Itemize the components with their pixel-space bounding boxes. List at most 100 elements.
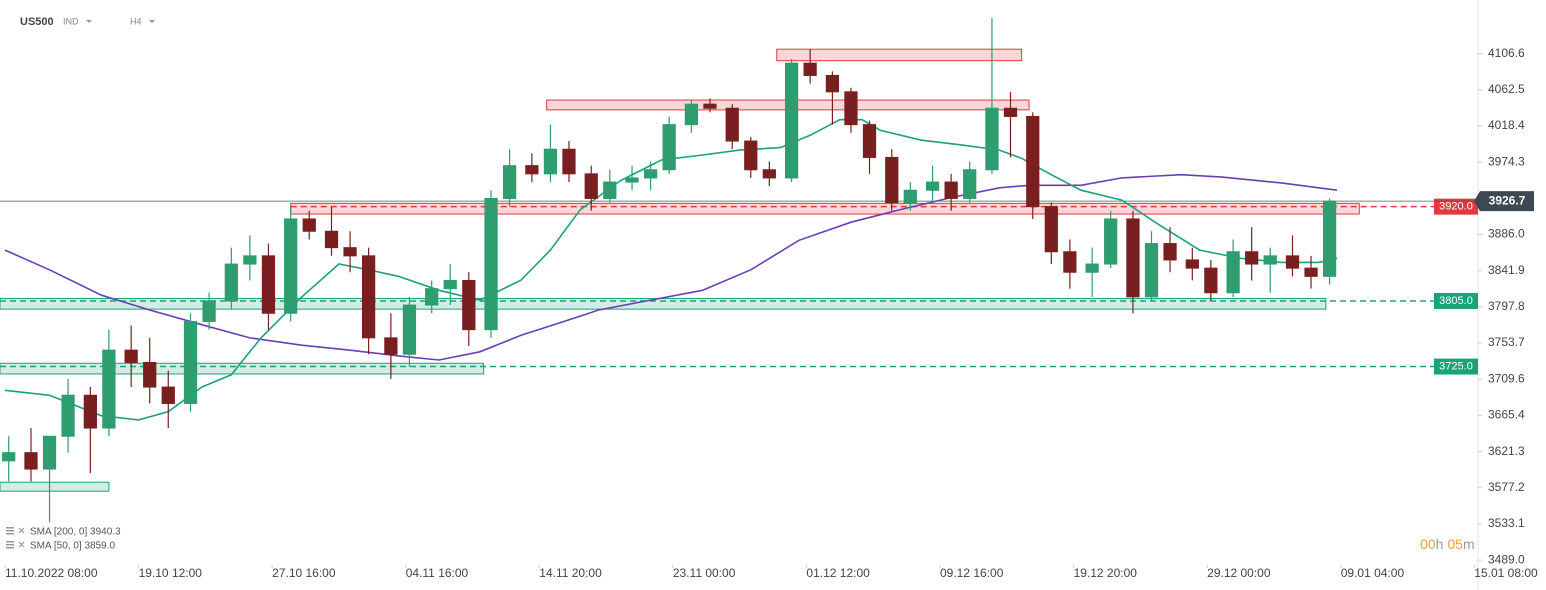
candle-body — [744, 140, 758, 171]
y-tick-label: 4106.6 — [1488, 46, 1525, 60]
candle-body — [825, 74, 840, 93]
candle-body — [684, 103, 699, 126]
candle-body — [343, 247, 357, 257]
x-tick-label: 11.10.2022 08:00 — [5, 566, 98, 580]
timer-minutes: 05 — [1447, 536, 1463, 552]
candle-body — [562, 148, 576, 175]
y-tick-label: 3709.6 — [1488, 371, 1525, 385]
candle-body — [102, 349, 116, 429]
candle-body — [1185, 259, 1199, 269]
candle-body — [1245, 251, 1259, 265]
candle-body — [183, 320, 198, 404]
candle-body — [603, 181, 617, 199]
candle-body — [462, 279, 476, 331]
legend-entry: SMA [200, 0] 3940.3 — [30, 527, 121, 538]
candle-body — [703, 103, 717, 109]
market: IND — [63, 16, 79, 26]
timeframe[interactable]: H4 — [130, 16, 142, 26]
candle-body — [784, 62, 799, 179]
level-label: 3920.0 — [1439, 201, 1473, 213]
candle-body — [202, 300, 216, 322]
candle-body — [525, 165, 539, 175]
x-tick-label: 23.11 00:00 — [673, 566, 736, 580]
last-price-arrow — [1474, 191, 1480, 212]
zone — [0, 297, 1327, 310]
x-tick-label: 29.12 00:00 — [1207, 566, 1271, 580]
candle-body — [662, 124, 676, 171]
last-price-box — [1480, 191, 1534, 212]
dropdown-icon[interactable] — [149, 20, 155, 23]
candle-body — [903, 189, 917, 204]
candle-body — [384, 337, 398, 355]
candle-body — [944, 181, 958, 199]
candle-body — [1126, 218, 1140, 298]
candle-body — [543, 148, 558, 175]
candle-body — [243, 255, 257, 265]
candle-body — [124, 349, 138, 363]
candle-body — [625, 177, 639, 183]
dropdown-icon[interactable] — [86, 20, 92, 23]
y-tick-label: 4018.4 — [1488, 118, 1525, 132]
x-tick-label: 14.11 20:00 — [539, 566, 602, 580]
y-tick-label: 4062.5 — [1488, 82, 1525, 96]
y-tick-label: 3753.7 — [1488, 335, 1525, 349]
candle-body — [844, 91, 858, 126]
candle-body — [2, 452, 16, 462]
candle-body — [361, 255, 376, 339]
candle-body — [1026, 115, 1040, 208]
zone — [776, 48, 1023, 62]
candle-body — [985, 107, 999, 171]
candle-body — [1063, 251, 1077, 273]
candle-body — [484, 197, 498, 331]
y-tick-label: 3665.4 — [1488, 408, 1525, 422]
level-label-box — [1434, 358, 1478, 375]
candle-body — [224, 263, 238, 302]
level-label-box — [1434, 198, 1478, 215]
candle-body — [1144, 243, 1159, 298]
candle-body — [284, 218, 298, 314]
candle-body — [725, 107, 739, 142]
candle-body — [1204, 267, 1218, 294]
candle-body — [425, 288, 439, 306]
candle-body — [1304, 267, 1318, 277]
symbol[interactable]: US500 — [20, 16, 54, 28]
y-tick-label: 3621.3 — [1488, 444, 1525, 458]
candle-body — [502, 165, 517, 199]
x-tick-label: 09.12 16:00 — [940, 566, 1004, 580]
level-label: 3805.0 — [1439, 295, 1473, 307]
level-label: 3725.0 — [1439, 360, 1473, 372]
zone — [290, 202, 1360, 215]
candle-body — [925, 181, 940, 191]
candle-body — [963, 169, 977, 199]
candle-body — [584, 173, 598, 199]
candle-body — [143, 361, 157, 388]
y-tick-label: 3533.1 — [1488, 516, 1525, 530]
x-tick-label: 19.10 12:00 — [139, 566, 203, 580]
candle-body — [1003, 107, 1018, 117]
timer-hours: 00 — [1420, 536, 1436, 552]
candle-body — [1285, 255, 1300, 269]
legend-entry: SMA [50, 0] 3859.0 — [30, 541, 115, 552]
candle-body — [302, 218, 316, 232]
candle-body — [862, 124, 877, 158]
x-tick-label: 01.12 12:00 — [806, 566, 870, 580]
candle-body — [803, 62, 817, 76]
candle-body — [1226, 251, 1240, 294]
legend-icons — [6, 527, 25, 549]
candle-body — [42, 435, 57, 470]
y-tick-label: 3797.8 — [1488, 299, 1525, 313]
timer-h: h — [1436, 536, 1444, 552]
candle-body — [261, 255, 276, 314]
candle-body — [1044, 206, 1058, 253]
x-tick-label: 15.01 08:00 — [1474, 566, 1538, 580]
y-tick-label: 3577.2 — [1488, 480, 1525, 494]
candle-body — [1085, 263, 1099, 273]
x-tick-label: 04.11 16:00 — [406, 566, 469, 580]
candle-body — [161, 386, 175, 404]
candle-body — [885, 156, 899, 204]
candle-body — [643, 169, 658, 179]
candle-body — [443, 279, 457, 290]
y-tick-label: 3841.9 — [1488, 263, 1525, 277]
candle-body — [762, 169, 776, 179]
